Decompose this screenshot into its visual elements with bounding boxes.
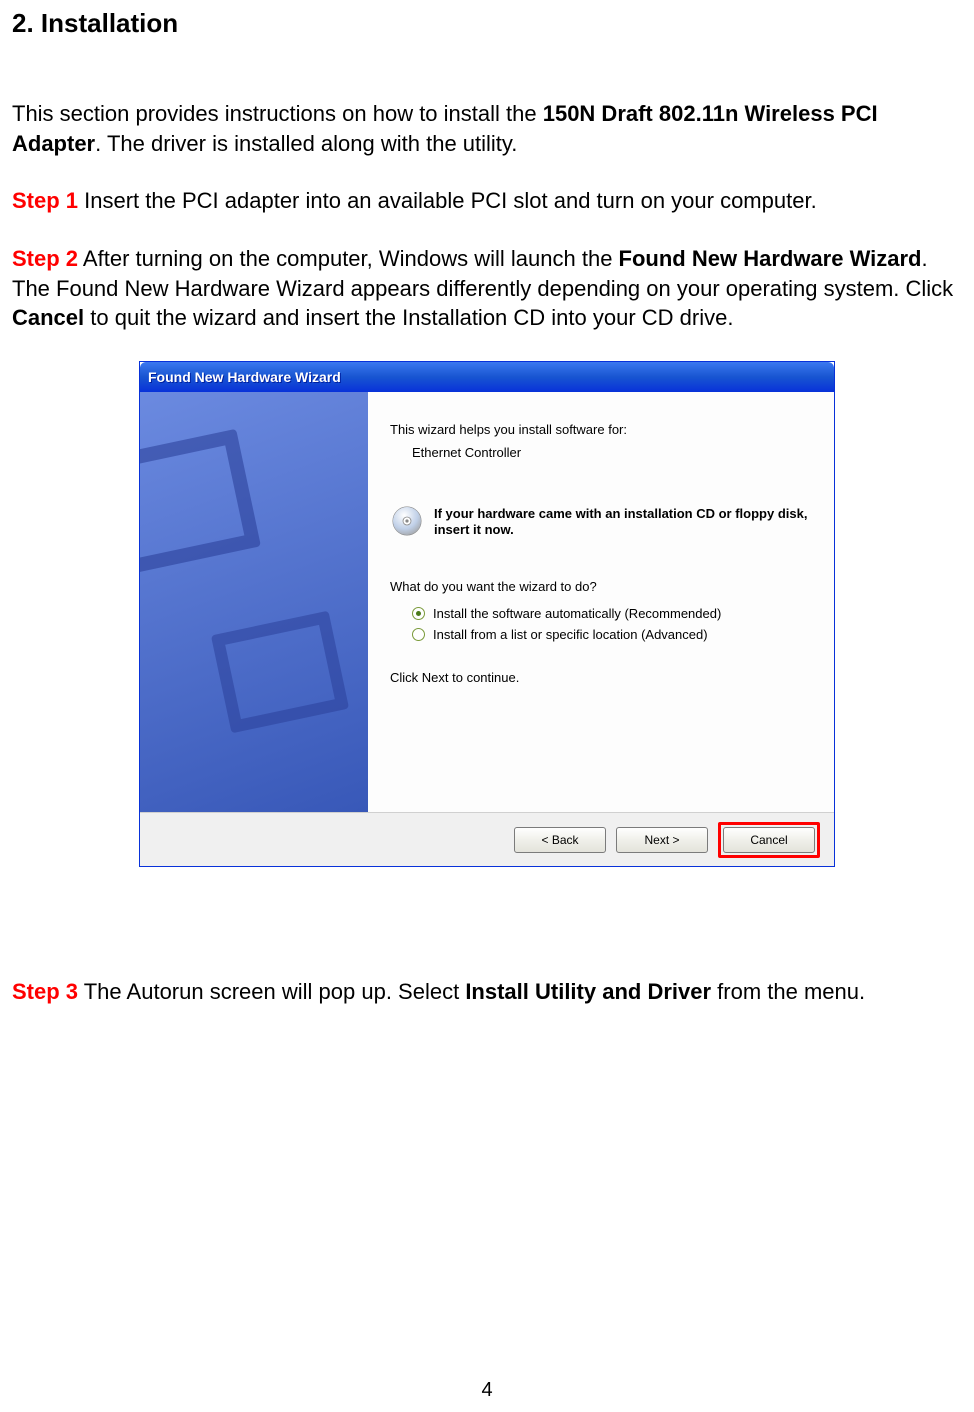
step2-label: Step 2 [12,246,78,271]
radio-icon [412,628,425,641]
cancel-button[interactable]: Cancel [723,827,815,853]
radio-label: Install from a list or specific location… [433,627,708,642]
decorative-shape [140,429,261,575]
wizard-screenshot: Found New Hardware Wizard This wizard he… [12,361,962,867]
step2-paragraph: Step 2 After turning on the computer, Wi… [12,244,962,333]
step2-t1: After turning on the computer, Windows w… [78,246,619,271]
intro-prefix: This section provides instructions on ho… [12,101,543,126]
radio-label: Install the software automatically (Reco… [433,606,721,621]
step2-b1: Found New Hardware Wizard [619,246,922,271]
wizard-window: Found New Hardware Wizard This wizard he… [139,361,835,867]
wizard-hw-hint-row: If your hardware came with an installati… [390,504,812,539]
wizard-hw-hint: If your hardware came with an installati… [434,504,812,539]
radio-icon [412,607,425,620]
wizard-radio-auto[interactable]: Install the software automatically (Reco… [412,606,812,621]
decorative-shape [211,611,349,734]
step1-label: Step 1 [12,188,78,213]
wizard-device-name: Ethernet Controller [412,445,812,460]
intro-paragraph: This section provides instructions on ho… [12,99,962,158]
cd-icon [390,504,424,538]
step1-text: Insert the PCI adapter into an available… [78,188,817,213]
section-heading: 2. Installation [12,8,962,39]
back-button[interactable]: < Back [514,827,606,853]
step3-t2: from the menu. [711,979,865,1004]
step3-b1: Install Utility and Driver [465,979,711,1004]
step1-paragraph: Step 1 Insert the PCI adapter into an av… [12,186,962,216]
page-number: 4 [0,1379,974,1402]
intro-suffix: . The driver is installed along with the… [95,131,517,156]
step3-t1: The Autorun screen will pop up. Select [78,979,465,1004]
wizard-right-panel: This wizard helps you install software f… [368,392,834,812]
wizard-intro-text: This wizard helps you install software f… [390,422,812,437]
step2-t3: to quit the wizard and insert the Instal… [84,305,733,330]
cancel-highlight: Cancel [718,822,820,858]
wizard-title: Found New Hardware Wizard [148,369,341,385]
wizard-footer: < Back Next > Cancel [140,812,834,866]
wizard-titlebar: Found New Hardware Wizard [140,362,834,392]
wizard-left-panel [140,392,368,812]
step2-b2: Cancel [12,305,84,330]
wizard-question: What do you want the wizard to do? [390,579,812,594]
step3-label: Step 3 [12,979,78,1004]
wizard-body: This wizard helps you install software f… [140,392,834,812]
next-button[interactable]: Next > [616,827,708,853]
wizard-radio-advanced[interactable]: Install from a list or specific location… [412,627,812,642]
wizard-continue-text: Click Next to continue. [390,670,812,685]
step3-paragraph: Step 3 The Autorun screen will pop up. S… [12,977,962,1007]
